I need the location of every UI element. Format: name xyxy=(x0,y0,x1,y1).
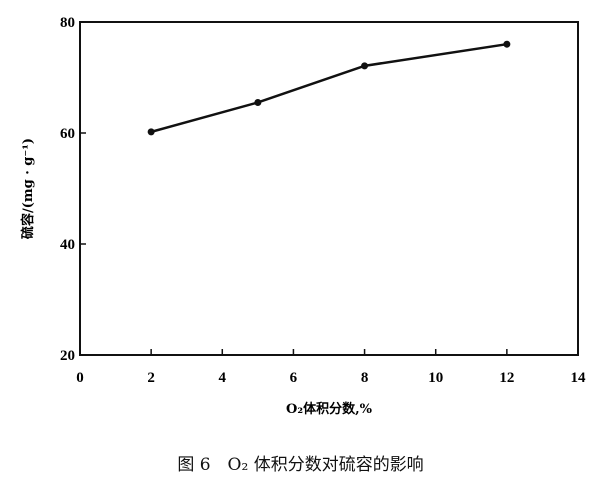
y-tick-label: 80 xyxy=(60,15,75,31)
x-tick-label: 12 xyxy=(499,370,514,386)
plot-frame xyxy=(79,21,579,356)
data-point xyxy=(361,62,369,70)
data-point xyxy=(147,128,155,136)
x-tick-label: 10 xyxy=(428,370,443,386)
x-tick-label: 6 xyxy=(290,370,298,386)
data-point xyxy=(503,40,511,48)
data-point xyxy=(254,98,262,106)
y-axis-label: 硫容/(mg · g⁻¹) xyxy=(20,138,36,239)
x-tick-label: 14 xyxy=(571,370,587,386)
x-axis-label: O₂体积分数,% xyxy=(286,401,373,417)
figure-caption: 图 6 O₂ 体积分数对硫容的影响 xyxy=(177,455,424,475)
chart: 0 2 4 6 8 10 12 14 20 40 60 80 O₂体积分数,% 硫容/(mg · g⁻¹) xyxy=(20,15,587,417)
x-tick-label: 4 xyxy=(219,370,227,386)
series-line xyxy=(150,42,508,134)
x-tick-label: 0 xyxy=(76,370,84,386)
y-tick-label: 60 xyxy=(60,126,75,142)
y-tick-label: 20 xyxy=(60,348,75,364)
x-tick-label: 8 xyxy=(361,370,369,386)
x-tick-label: 2 xyxy=(147,370,155,386)
y-tick-label: 40 xyxy=(60,237,75,253)
